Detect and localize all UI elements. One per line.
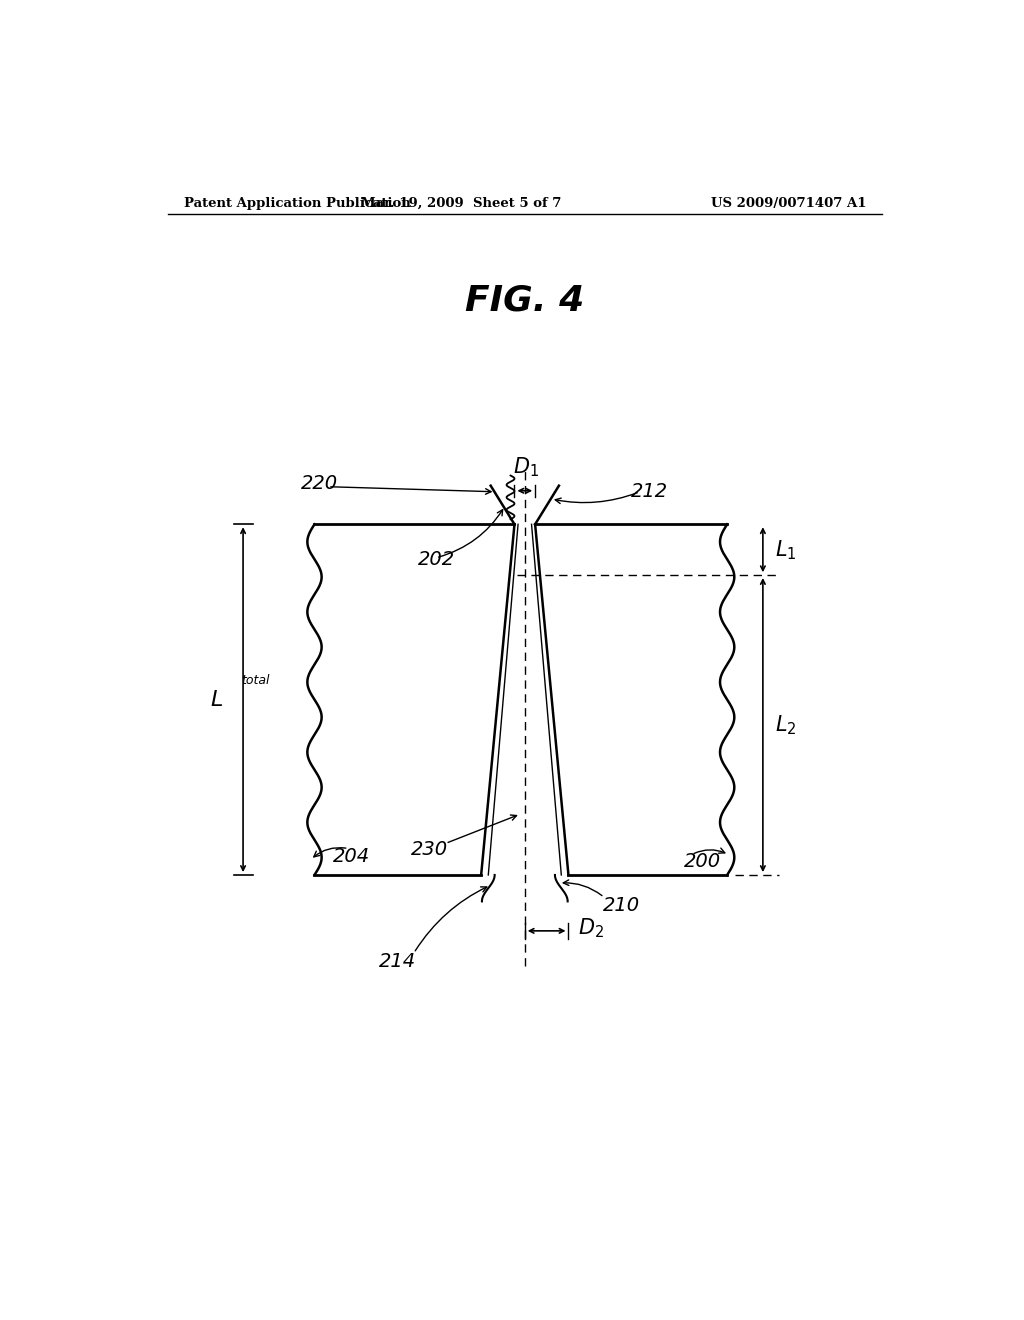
Text: $L$: $L$: [210, 689, 223, 710]
Text: 220: 220: [301, 474, 338, 494]
Text: $L_1$: $L_1$: [775, 539, 797, 561]
Text: $D_1$: $D_1$: [513, 455, 540, 479]
Text: 204: 204: [333, 847, 370, 866]
Text: 214: 214: [379, 952, 417, 970]
Text: Patent Application Publication: Patent Application Publication: [183, 197, 411, 210]
Text: 200: 200: [684, 853, 721, 871]
Text: Mar. 19, 2009  Sheet 5 of 7: Mar. 19, 2009 Sheet 5 of 7: [361, 197, 561, 210]
Text: 202: 202: [418, 550, 455, 569]
Text: total: total: [242, 675, 270, 688]
Text: 210: 210: [602, 896, 640, 915]
Text: US 2009/0071407 A1: US 2009/0071407 A1: [711, 197, 866, 210]
Text: 230: 230: [411, 840, 447, 859]
Text: FIG. 4: FIG. 4: [465, 284, 585, 318]
Text: 212: 212: [631, 482, 669, 502]
Text: $L_2$: $L_2$: [775, 713, 797, 737]
Text: $D_2$: $D_2$: [578, 916, 604, 940]
